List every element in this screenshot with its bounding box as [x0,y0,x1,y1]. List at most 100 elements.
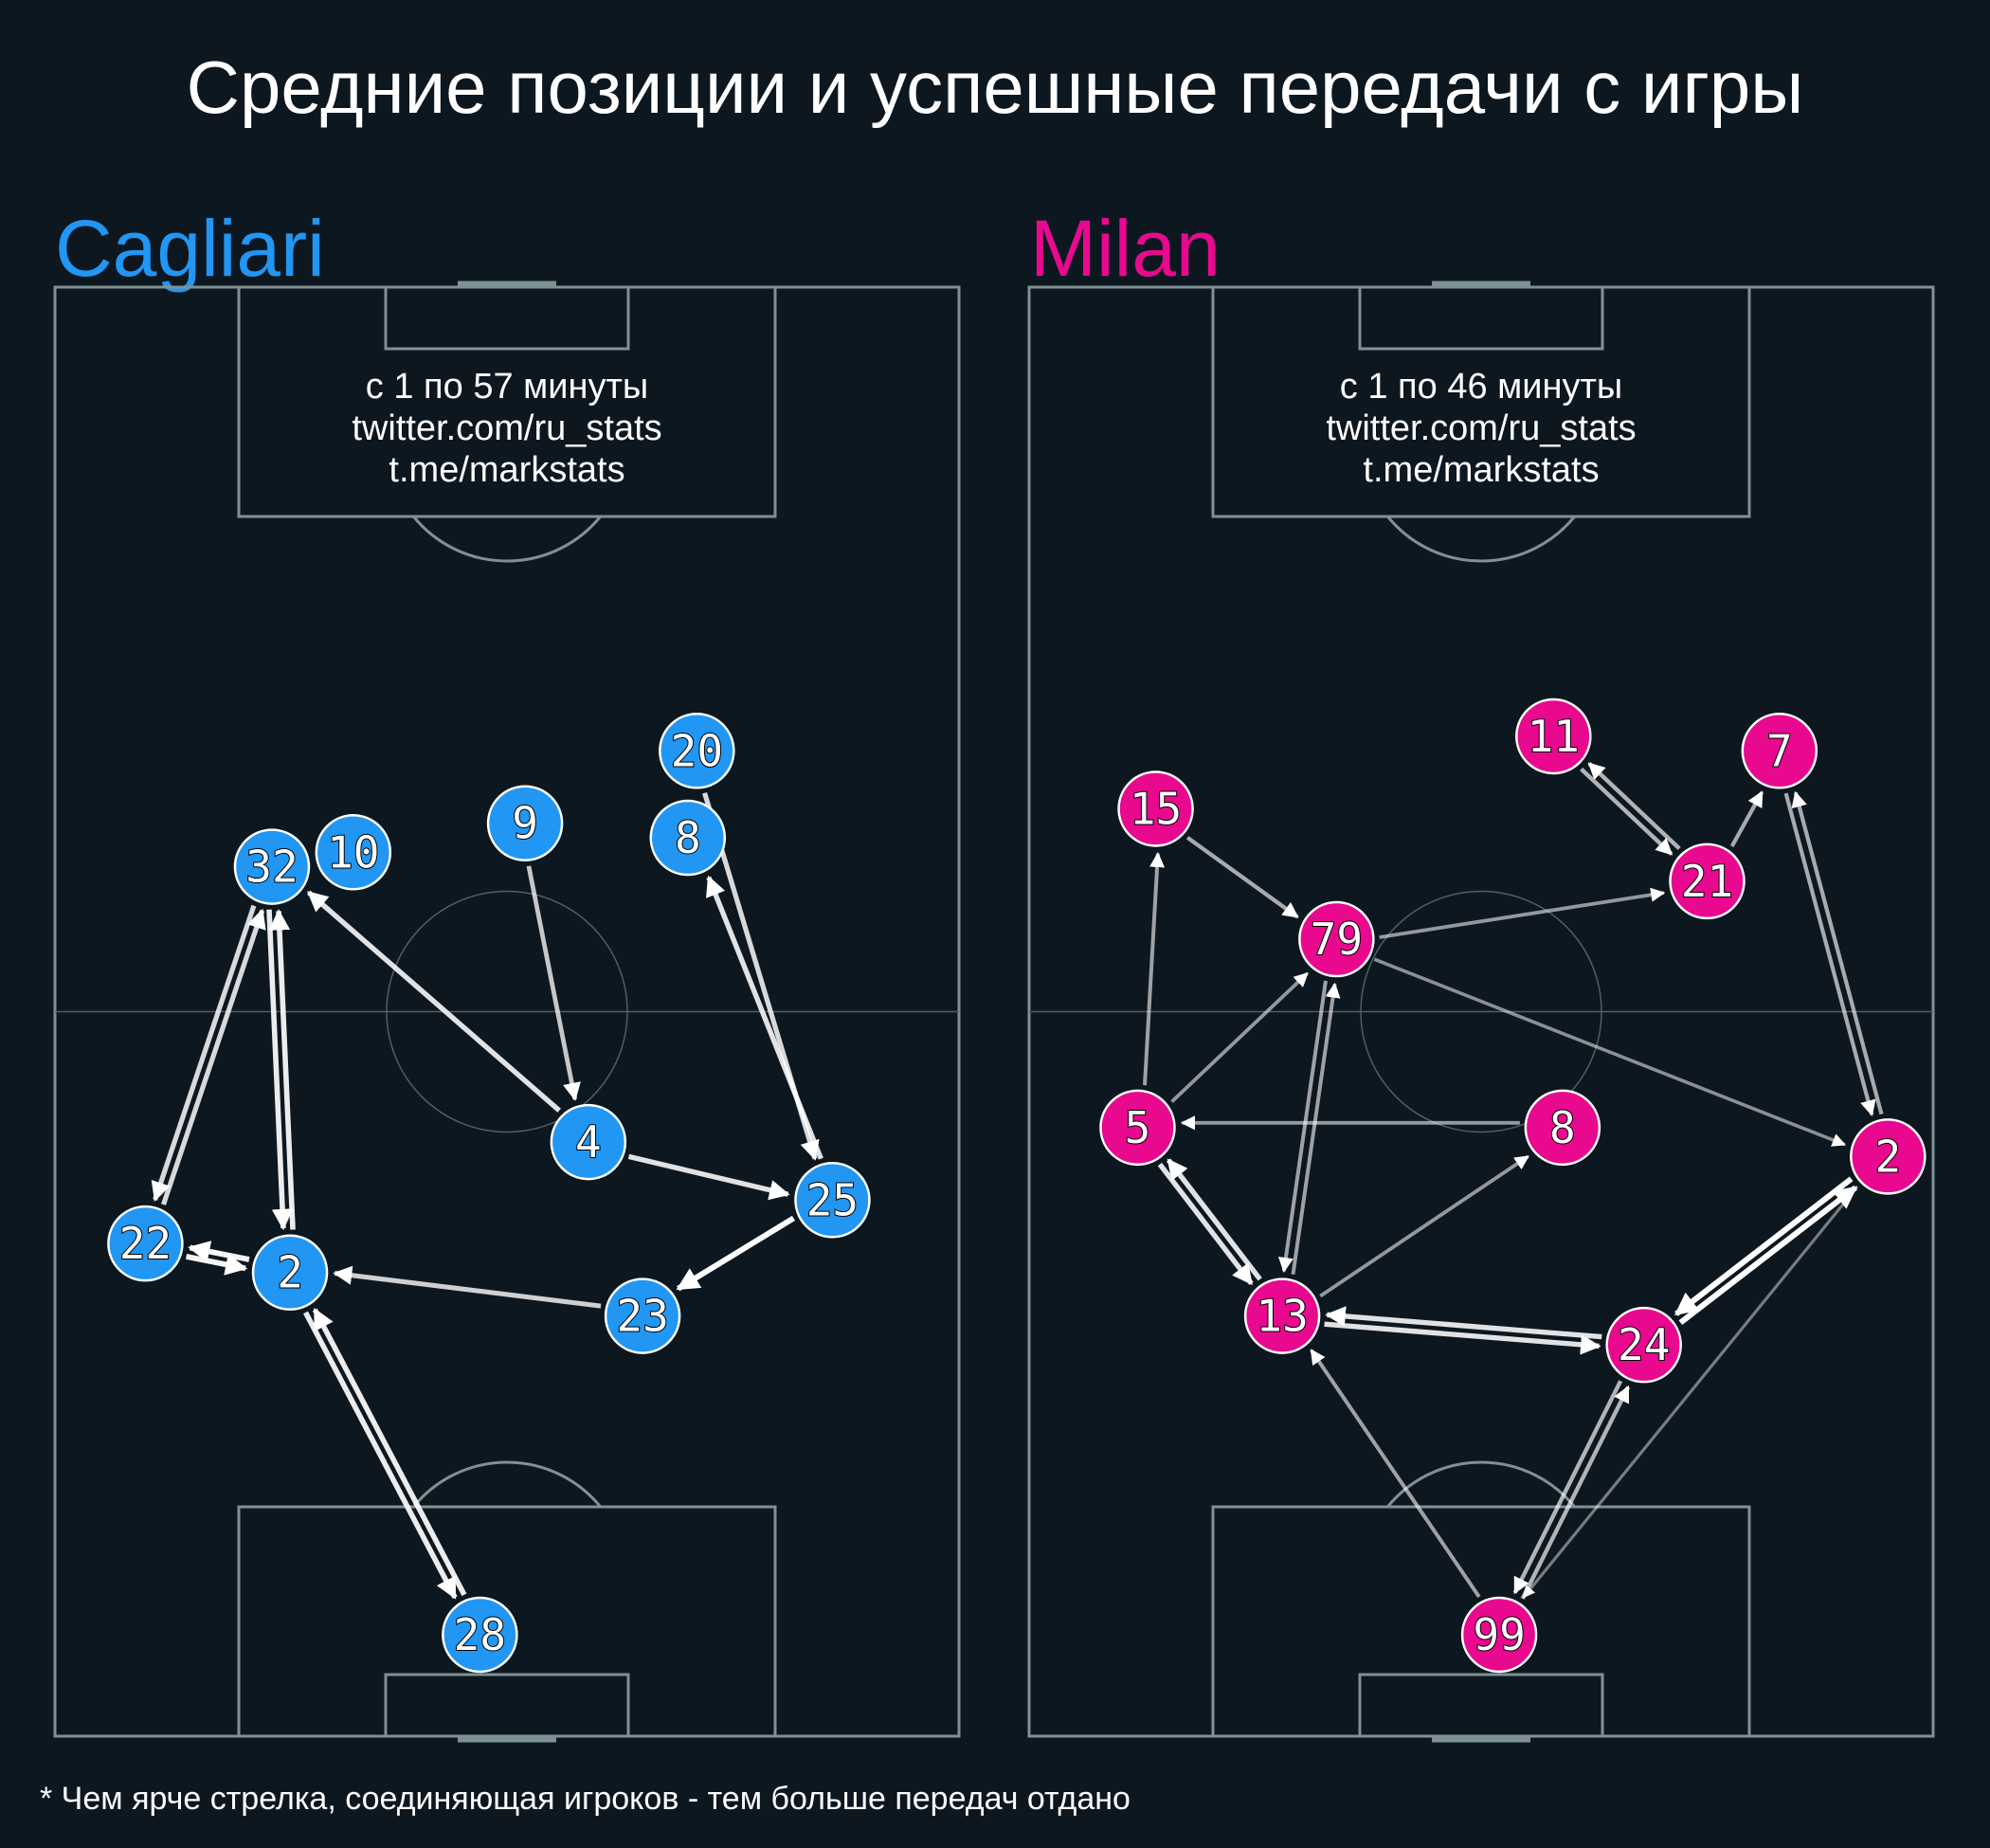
centre-circle [386,890,628,1133]
pass-arrow-24-to-99 [1512,1380,1623,1595]
annotation-line: t.me/markstats [1363,450,1599,490]
annotation-line: t.me/markstats [389,450,624,490]
player-number-4: 4 [575,1116,602,1168]
goal-area-bottom [1358,1673,1604,1738]
player-marker-4 [550,1103,627,1181]
player-marker-8 [1524,1089,1601,1167]
player-number-28: 28 [454,1609,506,1660]
player-number-11: 11 [1528,711,1580,762]
annotation-line: с 1 по 46 минуты [1340,367,1622,407]
player-number-2: 2 [1874,1131,1901,1182]
player-number-24: 24 [1618,1319,1670,1370]
pass-arrow-24-to-2 [1678,1185,1858,1326]
annotation-line: twitter.com/ru_stats [352,408,661,448]
pass-arrow-13-to-24 [1324,1321,1601,1355]
team-title-cagliari: Cagliari [55,204,325,293]
pass-arrow-32-to-2 [266,909,294,1231]
pass-arrow-2-to-24 [1673,1176,1854,1316]
player-number-79: 79 [1311,914,1363,965]
player-marker-2 [1850,1118,1927,1195]
annotation-line: с 1 по 57 минуты [366,367,648,407]
player-number-23: 23 [616,1291,668,1342]
pass-arrow-20-to-25 [702,792,820,1161]
penalty-arc-bottom [412,1460,602,1508]
player-marker-24 [1605,1306,1682,1384]
pass-arrow-99-to-13 [1310,1349,1481,1599]
annotation-line: twitter.com/ru_stats [1326,408,1636,448]
penalty-arc-top [412,516,602,563]
player-marker-13 [1243,1277,1321,1354]
pass-arrow-79-to-21 [1379,887,1666,939]
player-number-25: 25 [806,1174,859,1225]
player-number-10: 10 [327,826,379,878]
pass-arrow-5-to-13 [1157,1162,1254,1286]
player-number-9: 9 [512,798,538,849]
player-marker-9 [486,785,564,861]
pass-arrow-21-to-11 [1587,761,1681,850]
player-marker-7 [1741,713,1818,789]
player-number-22: 22 [119,1218,172,1269]
player-number-21: 21 [1681,856,1733,907]
player-number-8: 8 [1549,1102,1576,1153]
pass-arrow-2-to-99 [1522,1186,1859,1599]
pass-arrow-99-to-24 [1520,1385,1631,1600]
pass-arrow-22-to-2 [185,1253,248,1276]
pass-arrow-25-to-23 [676,1215,795,1292]
pitch-milan: с 1 по 46 минутыtwitter.com/ru_statst.me… [1027,281,1935,1743]
player-marker-22 [107,1205,184,1282]
penalty-arc-bottom [1386,1460,1576,1508]
player-marker-79 [1298,900,1375,978]
goal-area-bottom [384,1673,630,1738]
pass-arrow-4-to-25 [627,1153,790,1201]
pass-arrow-9-to-4 [526,865,581,1101]
player-marker-32 [233,828,311,905]
pass-arrow-24-to-13 [1325,1306,1602,1340]
pass-arrow-13-to-5 [1166,1158,1262,1281]
player-marker-20 [659,713,735,789]
player-number-32: 32 [245,842,298,893]
chart-title: Средние позиции и успешные передачи с иг… [186,45,1804,129]
pass-arrow-22-to-32 [161,908,266,1205]
player-number-99: 99 [1473,1609,1525,1660]
player-marker-10 [315,814,392,891]
pass-arrow-2-to-28 [303,1311,458,1600]
pass-arrow-4-to-32 [306,890,561,1113]
pass-arrow-2-to-32 [268,909,296,1230]
pass-arrow-79-to-2 [1373,957,1847,1147]
footnote: * Чем ярче стрелка, соединяющая игроков … [40,1781,1131,1817]
player-number-15: 15 [1130,783,1182,834]
pass-arrow-7-to-2 [1783,792,1876,1116]
player-marker-25 [794,1162,871,1239]
player-marker-99 [1460,1596,1538,1674]
player-number-13: 13 [1256,1291,1308,1342]
pass-arrow-5-to-79 [1170,971,1309,1103]
goal-area-top [1358,285,1604,351]
player-number-8: 8 [675,812,701,863]
pass-arrow-11-to-21 [1580,767,1673,856]
player-number-5: 5 [1125,1102,1151,1153]
player-marker-2 [251,1234,329,1311]
pass-arrow-28-to-2 [312,1308,467,1597]
pass-arrow-79-to-13 [1278,980,1328,1273]
pass-arrow-32-to-22 [151,904,257,1202]
pass-arrow-23-to-2 [333,1265,602,1309]
pass-arrow-13-to-79 [1291,982,1341,1276]
player-marker-11 [1515,698,1592,775]
goal-area-top [384,285,630,351]
penalty-arc-top [1386,516,1576,563]
player-number-20: 20 [671,725,723,776]
pass-arrow-5-to-15 [1143,852,1166,1086]
player-marker-5 [1099,1089,1176,1167]
pitch-cagliari: с 1 по 57 минутыtwitter.com/ru_statst.me… [53,281,961,1743]
player-marker-15 [1117,770,1194,847]
player-marker-28 [442,1596,518,1674]
centre-circle [1360,890,1602,1133]
pass-arrow-21-to-7 [1729,790,1764,847]
player-number-2: 2 [277,1247,303,1298]
player-marker-21 [1669,842,1746,920]
player-marker-23 [604,1277,681,1354]
pass-arrow-13-to-8 [1319,1154,1529,1298]
pass-arrow-15-to-79 [1185,836,1299,919]
pass-arrow-2-to-7 [1791,790,1884,1115]
